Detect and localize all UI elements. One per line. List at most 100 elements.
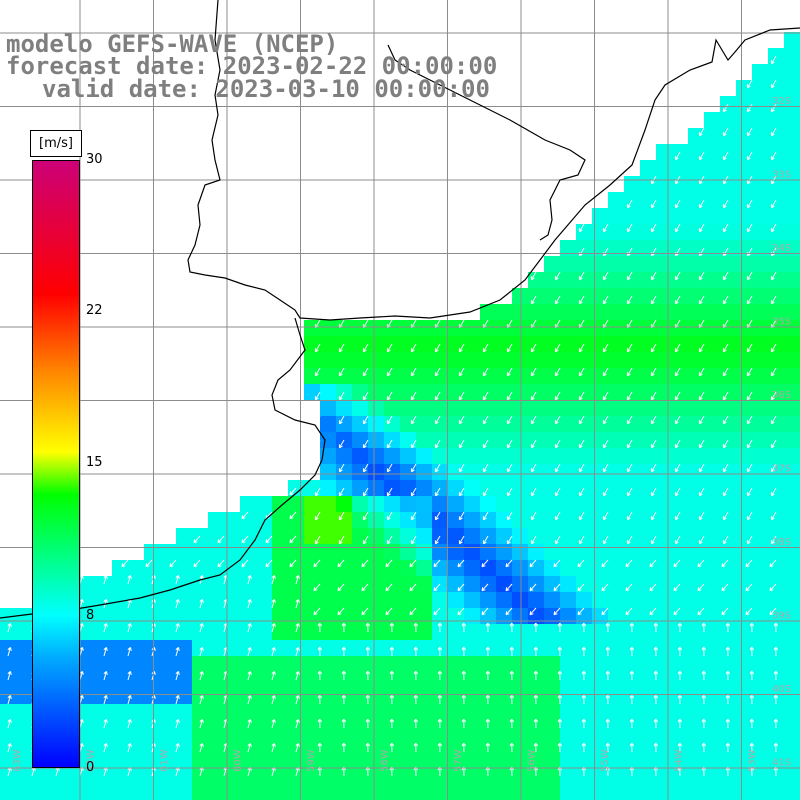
wind-cell <box>704 496 720 512</box>
wind-cell <box>624 448 640 464</box>
wind-cell <box>144 752 160 768</box>
wind-cell <box>624 608 640 624</box>
wind-cell <box>224 512 240 528</box>
wind-arrow <box>295 694 300 705</box>
wind-cell <box>208 768 224 784</box>
wind-cell <box>320 464 336 480</box>
wind-arrow <box>602 439 609 449</box>
wind-cell <box>96 704 112 720</box>
wind-cell <box>400 624 416 640</box>
wind-cell <box>480 656 496 672</box>
wind-cell <box>336 496 352 512</box>
wind-arrow <box>629 718 635 729</box>
wind-cell <box>560 464 576 480</box>
wind-cell <box>496 704 512 720</box>
wind-cell <box>16 640 32 656</box>
wind-cell <box>736 752 752 768</box>
wind-cell <box>784 720 800 736</box>
wind-arrow <box>506 391 513 401</box>
wind-cell <box>304 656 320 672</box>
wind-cell <box>416 592 432 608</box>
wind-arrow <box>650 199 657 209</box>
wind-arrow <box>533 670 539 681</box>
wind-arrow <box>337 607 345 616</box>
wind-cell <box>560 752 576 768</box>
wind-cell <box>592 592 608 608</box>
wind-cell <box>656 496 672 512</box>
wind-arrow <box>553 607 561 616</box>
forecast-date: forecast date: 2023-02-22 00:00:00 <box>6 52 498 80</box>
wind-arrow <box>746 439 753 449</box>
wind-cell <box>656 400 672 416</box>
wind-cell <box>752 336 768 352</box>
wind-arrow <box>505 607 513 616</box>
wind-cell <box>528 304 544 320</box>
wind-cell <box>368 320 384 336</box>
wind-cell <box>752 80 768 96</box>
wind-cell <box>640 320 656 336</box>
wind-cell <box>672 464 688 480</box>
wind-cell <box>704 112 720 128</box>
wind-cell <box>320 384 336 400</box>
wind-cell <box>608 304 624 320</box>
wind-cell <box>368 336 384 352</box>
wind-cell <box>112 768 128 784</box>
wind-cell <box>752 512 768 528</box>
wind-arrow <box>770 79 777 89</box>
wind-cell <box>512 512 528 528</box>
wind-cell <box>448 320 464 336</box>
wind-cell <box>416 672 432 688</box>
wind-arrow <box>578 223 585 233</box>
wind-cell <box>784 640 800 656</box>
wind-cell <box>656 656 672 672</box>
wind-cell <box>672 752 688 768</box>
wind-cell <box>592 688 608 704</box>
wind-cell <box>752 576 768 592</box>
wind-cell <box>592 640 608 656</box>
wind-cell <box>528 560 544 576</box>
wind-cell <box>368 432 384 448</box>
wind-arrow <box>457 583 465 592</box>
wind-cell <box>608 352 624 368</box>
wind-cell <box>224 720 240 736</box>
coastline-argentina <box>0 317 326 619</box>
wind-cell <box>640 736 656 752</box>
wind-cell <box>720 352 736 368</box>
wind-cell <box>704 752 720 768</box>
wind-cell <box>608 688 624 704</box>
wind-cell <box>736 432 752 448</box>
wind-cell <box>416 656 432 672</box>
wind-cell <box>400 640 416 656</box>
wind-cell <box>608 288 624 304</box>
wind-cell <box>144 544 160 560</box>
wind-cell <box>352 688 368 704</box>
wind-cell <box>320 496 336 512</box>
wind-cell <box>208 544 224 560</box>
wind-cell <box>496 544 512 560</box>
wind-arrow <box>602 295 609 305</box>
wind-cell <box>640 688 656 704</box>
wind-cell <box>400 352 416 368</box>
wind-arrow <box>247 718 252 729</box>
wind-arrow <box>175 574 180 585</box>
wind-cell <box>512 416 528 432</box>
wind-cell <box>704 288 720 304</box>
wind-cell <box>752 416 768 432</box>
wind-cell <box>624 176 640 192</box>
wind-cell <box>608 208 624 224</box>
wind-cell <box>464 672 480 688</box>
wind-cell <box>496 480 512 496</box>
wind-cell <box>496 576 512 592</box>
wind-arrow <box>697 607 705 616</box>
wind-cell <box>704 736 720 752</box>
wind-cell <box>400 704 416 720</box>
wind-arrow <box>770 487 777 497</box>
colorbar <box>32 160 80 768</box>
wind-cell <box>256 752 272 768</box>
wind-arrow <box>722 487 729 497</box>
wind-cell <box>304 336 320 352</box>
wind-arrow <box>626 223 633 233</box>
wind-cell <box>768 512 784 528</box>
wind-arrow <box>770 295 777 305</box>
wind-cell <box>560 672 576 688</box>
